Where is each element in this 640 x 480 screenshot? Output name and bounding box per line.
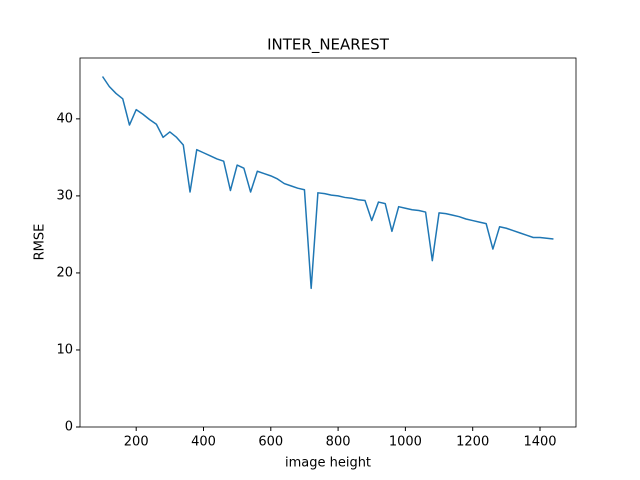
y-tick-label: 10 xyxy=(56,342,73,357)
x-tick-label: 200 xyxy=(124,435,149,450)
x-tick-label: 400 xyxy=(191,435,216,450)
y-tick-label: 40 xyxy=(56,111,73,126)
x-tick-label: 600 xyxy=(258,435,283,450)
x-tick-label: 800 xyxy=(326,435,351,450)
x-tick-label: 1000 xyxy=(389,435,422,450)
y-tick-label: 20 xyxy=(56,265,73,280)
y-tick-label: 30 xyxy=(56,188,73,203)
axes-frame xyxy=(79,57,577,428)
y-axis-label: RMSE xyxy=(33,224,48,261)
x-axis-label: image height xyxy=(285,456,371,471)
y-tick-label: 0 xyxy=(65,420,73,435)
x-tick-label: 1400 xyxy=(523,435,556,450)
chart-title: INTER_NEAREST xyxy=(267,36,390,55)
data-line xyxy=(101,76,554,290)
x-tick-label: 1200 xyxy=(456,435,489,450)
